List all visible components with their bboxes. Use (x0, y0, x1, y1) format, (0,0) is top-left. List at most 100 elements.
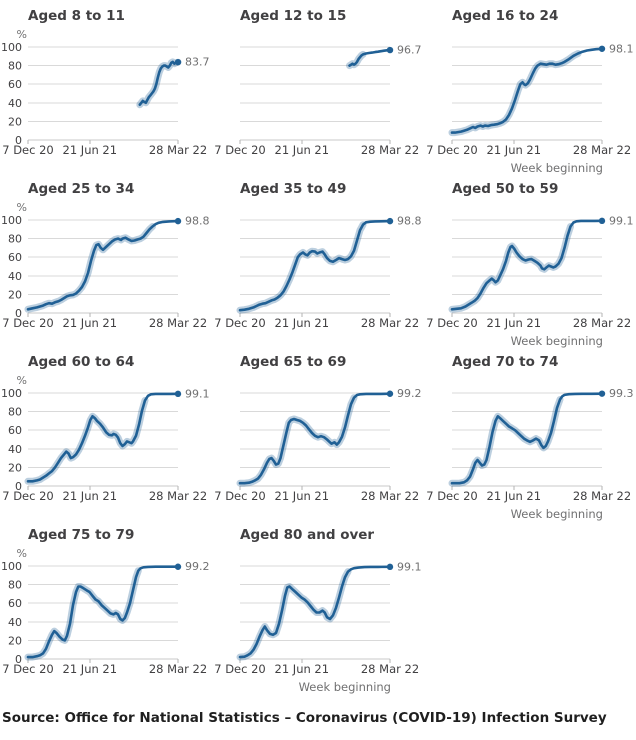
x-tick-label: 21 Jun 21 (487, 143, 542, 157)
panel-title: Aged 65 to 69 (240, 354, 347, 370)
x-tick-label: 28 Mar 22 (149, 662, 207, 676)
y-tick-label: 100 (1, 560, 22, 573)
chart-panel: Aged 35 to 49 98.8 7 Dec 20 21 Jun 21 28 Mar… (212, 177, 424, 350)
y-tick-label: 80 (8, 233, 22, 246)
chart-svg: 98.1 7 Dec 20 21 Jun 21 28 Mar 22 (426, 42, 633, 157)
x-tick-label: 28 Mar 22 (149, 143, 207, 157)
chart-panel: Aged 65 to 69 99.2 7 Dec 20 21 Jun 21 28 Mar… (212, 350, 424, 523)
end-value-label: 99.1 (185, 387, 210, 400)
y-tick-label: 20 (8, 634, 22, 647)
trend-line (26, 392, 180, 483)
end-dot (386, 46, 394, 54)
y-tick-label: 20 (8, 115, 22, 128)
x-tick-label: 21 Jun 21 (63, 489, 118, 503)
x-tick-label: 21 Jun 21 (275, 489, 330, 503)
x-tick-label: 21 Jun 21 (275, 662, 330, 676)
confidence-band (24, 567, 142, 661)
chart-panel: Aged 60 to 64 0 20 40 60 80 100% 99.1 7 Dec 20 21… (0, 350, 212, 523)
y-tick-label: 80 (8, 406, 22, 419)
y-tick-label: 100 (1, 387, 22, 400)
chart-svg: 98.8 7 Dec 20 21 Jun 21 28 Mar 22 (214, 215, 422, 330)
y-unit-label: % (17, 374, 27, 387)
source-note: Source: Office for National Statistics –… (2, 710, 607, 726)
end-value-label: 99.2 (397, 387, 422, 400)
y-tick-label: 0 (15, 480, 22, 493)
trend-line (138, 60, 180, 106)
x-tick-label: 28 Mar 22 (361, 143, 419, 157)
x-tick-label: 7 Dec 20 (426, 489, 478, 503)
end-value-label: 98.8 (185, 215, 210, 228)
trend-line (450, 47, 604, 134)
end-dot (174, 217, 182, 225)
confidence-band (236, 221, 367, 314)
y-tick-label: 20 (8, 288, 22, 301)
x-tick-label: 28 Mar 22 (149, 316, 207, 330)
end-dot (598, 45, 606, 52)
chart-svg: 99.1 7 Dec 20 21 Jun 21 28 Mar 22 (214, 560, 422, 676)
x-tick-label: 21 Jun 21 (63, 662, 118, 676)
trend-line (348, 48, 392, 67)
trend-line (26, 565, 180, 659)
y-tick-label: 40 (8, 443, 22, 456)
y-tick-label: 80 (8, 60, 22, 73)
y-tick-label: 40 (8, 97, 22, 110)
y-tick-label: 0 (15, 653, 22, 666)
chart-panel: Aged 70 to 74 99.3 7 Dec 20 21 Jun 21 28 Mar… (424, 350, 636, 523)
x-tick-label: 21 Jun 21 (487, 489, 542, 503)
trend-line (238, 219, 392, 312)
end-value-label: 98.8 (397, 215, 422, 228)
trend-line (450, 219, 604, 311)
trend-line (26, 219, 180, 311)
end-dot (174, 58, 182, 66)
panel-title: Aged 25 to 34 (28, 181, 135, 197)
end-value-label: 99.2 (185, 560, 210, 573)
end-value-label: 99.3 (609, 387, 634, 400)
x-axis-caption: Week beginning (298, 680, 391, 694)
panel-title: Aged 35 to 49 (240, 181, 347, 197)
chart-panel: Aged 50 to 59 99.1 7 Dec 20 21 Jun 21 28 Mar… (424, 177, 636, 350)
chart-panel: Aged 75 to 79 0 20 40 60 80 100% 99.2 7 Dec 20 21… (0, 523, 212, 696)
end-value-label: 99.1 (397, 560, 422, 573)
x-tick-label: 28 Mar 22 (361, 662, 419, 676)
y-tick-label: 60 (8, 597, 22, 610)
x-tick-label: 21 Jun 21 (63, 316, 118, 330)
end-dot (386, 217, 394, 225)
x-tick-label: 28 Mar 22 (361, 316, 419, 330)
chart-panel: Aged 25 to 34 0 20 40 60 80 100% 98.8 7 Dec 20 21… (0, 177, 212, 350)
x-tick-label: 7 Dec 20 (2, 143, 54, 157)
panel-title: Aged 75 to 79 (28, 527, 135, 543)
y-tick-label: 80 (8, 579, 22, 592)
x-tick-label: 28 Mar 22 (573, 316, 631, 330)
chart-svg: 0 20 40 60 80 100% 99.1 7 Dec 20 21 Jun 21 28 Mar… (1, 374, 210, 503)
chart-panel: Aged 80 and over 99.1 7 Dec 20 21 Jun 21 28 … (212, 523, 424, 696)
x-tick-label: 28 Mar 22 (361, 489, 419, 503)
panel-title: Aged 70 to 74 (452, 354, 559, 370)
x-tick-label: 7 Dec 20 (2, 489, 54, 503)
confidence-band (236, 394, 358, 487)
x-tick-label: 21 Jun 21 (487, 316, 542, 330)
chart-svg: 96.7 7 Dec 20 21 Jun 21 28 Mar 22 (214, 44, 422, 157)
x-axis-caption: Week beginning (510, 334, 603, 348)
y-tick-label: 60 (8, 78, 22, 91)
y-unit-label: % (17, 201, 27, 214)
x-axis-caption: Week beginning (510, 161, 603, 175)
x-tick-label: 7 Dec 20 (2, 662, 54, 676)
y-tick-label: 0 (15, 134, 22, 147)
y-tick-label: 40 (8, 270, 22, 283)
chart-svg: 0 20 40 60 80 100% 99.2 7 Dec 20 21 Jun 21 28 Mar… (1, 547, 210, 676)
y-tick-label: 60 (8, 424, 22, 437)
trend-line (450, 392, 604, 485)
panel-title: Aged 12 to 15 (240, 8, 347, 24)
y-tick-label: 0 (15, 307, 22, 320)
panel-title: Aged 50 to 59 (452, 181, 559, 197)
end-dot (386, 563, 394, 571)
x-tick-label: 28 Mar 22 (149, 489, 207, 503)
x-tick-label: 7 Dec 20 (2, 316, 54, 330)
end-value-label: 96.7 (397, 44, 422, 57)
end-dot (598, 390, 606, 397)
y-unit-label: % (17, 28, 27, 41)
x-tick-label: 28 Mar 22 (573, 143, 631, 157)
end-dot (174, 563, 182, 570)
trend-line (238, 392, 392, 485)
chart-svg: 99.2 7 Dec 20 21 Jun 21 28 Mar 22 (214, 387, 422, 503)
